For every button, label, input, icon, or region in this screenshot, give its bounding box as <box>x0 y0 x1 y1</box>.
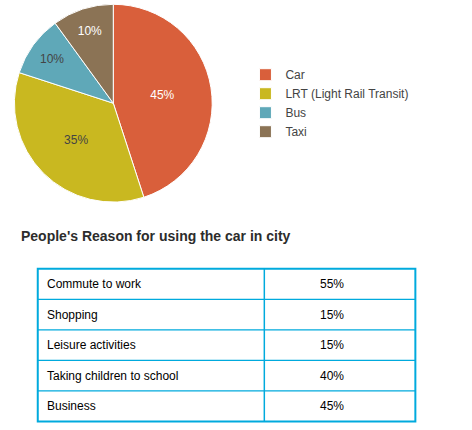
svg-text:45%: 45% <box>150 88 174 102</box>
svg-text:Commute to work: Commute to work <box>47 277 142 291</box>
svg-text:40%: 40% <box>320 369 344 383</box>
svg-text:Business: Business <box>47 399 96 413</box>
svg-text:People's Reason for using the: People's Reason for using the car in cit… <box>21 228 291 244</box>
svg-text:10%: 10% <box>40 52 64 66</box>
svg-text:Leisure activities: Leisure activities <box>47 338 136 352</box>
svg-text:55%: 55% <box>320 277 344 291</box>
svg-text:15%: 15% <box>320 338 344 352</box>
svg-text:45%: 45% <box>320 399 344 413</box>
svg-text:Taxi: Taxi <box>285 125 306 139</box>
svg-text:Taking children to school: Taking children to school <box>47 369 178 383</box>
svg-text:Shopping: Shopping <box>47 308 98 322</box>
svg-text:15%: 15% <box>320 308 344 322</box>
svg-text:10%: 10% <box>78 24 102 38</box>
svg-text:Car: Car <box>285 68 304 82</box>
svg-text:Bus: Bus <box>285 106 306 120</box>
svg-text:35%: 35% <box>64 133 88 147</box>
svg-text:LRT (Light Rail Transit): LRT (Light Rail Transit) <box>285 87 408 101</box>
